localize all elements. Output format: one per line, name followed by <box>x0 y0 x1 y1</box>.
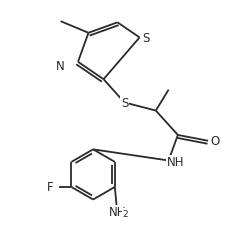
Text: S: S <box>142 32 150 45</box>
Text: NH: NH <box>167 156 184 168</box>
Text: N: N <box>56 60 65 73</box>
Text: F: F <box>47 181 53 194</box>
Text: O: O <box>210 135 219 148</box>
Text: S: S <box>121 96 128 110</box>
Text: 2: 2 <box>123 209 128 218</box>
Text: NH: NH <box>109 206 127 218</box>
